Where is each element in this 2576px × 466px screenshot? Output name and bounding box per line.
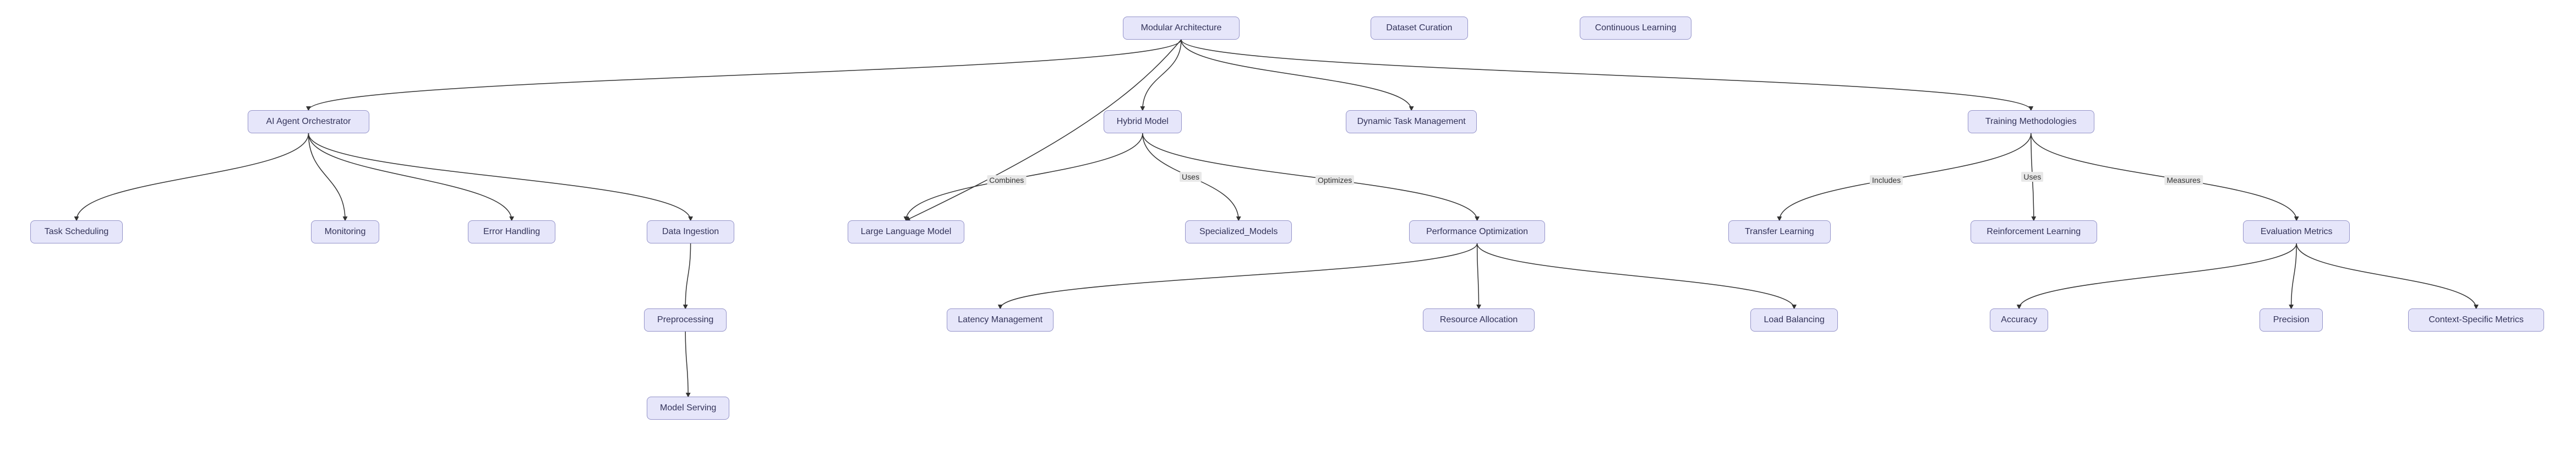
edge-perfopt-latency [1000, 243, 1477, 308]
node-llm: Large Language Model [848, 220, 964, 243]
node-ingest: Data Ingestion [647, 220, 734, 243]
node-resource: Resource Allocation [1423, 308, 1535, 332]
node-modular: Modular Architecture [1123, 17, 1240, 40]
edge-evalmetrics-ctxmetrics [2296, 243, 2476, 308]
node-loadbal: Load Balancing [1750, 308, 1838, 332]
edge-label-training-transfer: Includes [1870, 175, 1903, 185]
node-specialized: Specialized_Models [1185, 220, 1292, 243]
edge-modular-training [1181, 40, 2031, 110]
node-perfopt: Performance Optimization [1409, 220, 1545, 243]
node-orchestrator: AI Agent Orchestrator [248, 110, 369, 133]
node-transfer: Transfer Learning [1728, 220, 1831, 243]
node-task_sched: Task Scheduling [30, 220, 123, 243]
edge-modular-hybrid [1143, 40, 1181, 110]
diagram-canvas: Modular Architecture Dataset Curation Cont… [0, 0, 2576, 466]
edge-label-hybrid-llm: Combines [987, 175, 1026, 185]
node-serving: Model Serving [647, 397, 729, 420]
edge-orchestrator-task_sched [77, 133, 308, 220]
node-error: Error Handling [468, 220, 555, 243]
edge-perfopt-loadbal [1477, 243, 1794, 308]
edge-modular-dynamic [1181, 40, 1411, 110]
edge-ingest-preprocess [685, 243, 690, 308]
edge-perfopt-resource [1477, 243, 1479, 308]
edge-evalmetrics-accuracy [2019, 243, 2296, 308]
edge-orchestrator-ingest [308, 133, 690, 220]
edge-modular-orchestrator [308, 40, 1181, 110]
edge-training-transfer [1780, 133, 2031, 220]
node-dataset: Dataset Curation [1371, 17, 1468, 40]
edge-label-hybrid-perfopt: Optimizes [1316, 175, 1354, 185]
node-ctxmetrics: Context-Specific Metrics [2408, 308, 2544, 332]
node-precision: Precision [2260, 308, 2323, 332]
edge-training-evalmetrics [2031, 133, 2296, 220]
node-training: Training Methodologies [1968, 110, 2094, 133]
node-accuracy: Accuracy [1990, 308, 2048, 332]
node-preprocess: Preprocessing [644, 308, 727, 332]
edge-preprocess-serving [685, 332, 688, 397]
node-evalmetrics: Evaluation Metrics [2243, 220, 2350, 243]
node-continuous: Continuous Learning [1580, 17, 1691, 40]
node-reinforce: Reinforcement Learning [1971, 220, 2097, 243]
edge-label-hybrid-specialized: Uses [1180, 172, 1202, 182]
node-hybrid: Hybrid Model [1104, 110, 1182, 133]
edge-orchestrator-error [308, 133, 511, 220]
node-latency: Latency Management [947, 308, 1054, 332]
node-dynamic: Dynamic Task Management [1346, 110, 1477, 133]
edge-label-training-reinforce: Uses [2021, 172, 2043, 182]
node-monitoring: Monitoring [311, 220, 379, 243]
edge-label-training-evalmetrics: Measures [2164, 175, 2202, 185]
edge-orchestrator-monitoring [308, 133, 345, 220]
edge-evalmetrics-precision [2291, 243, 2297, 308]
